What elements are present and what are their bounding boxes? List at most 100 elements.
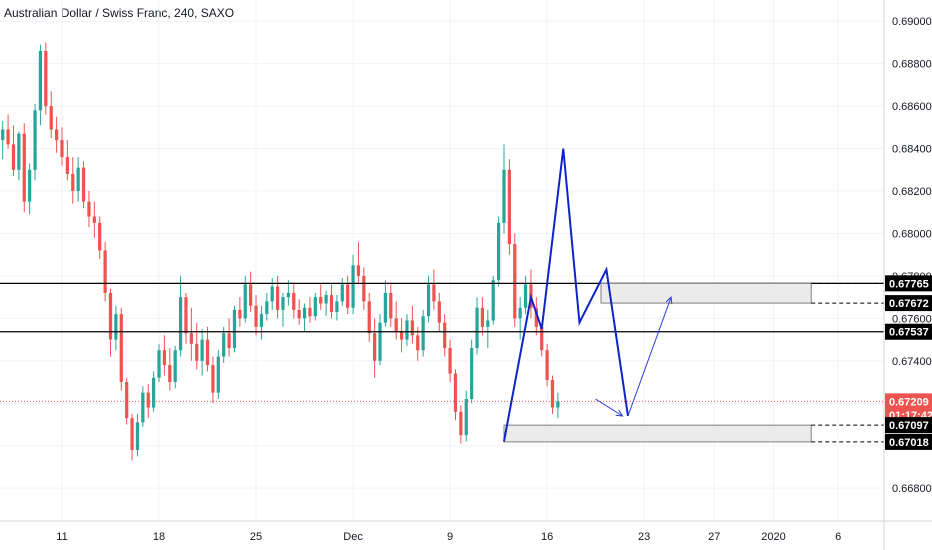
- y-tick-label: 0.68400: [892, 144, 932, 156]
- time-axis: 11 18 25 Dec 9 16 23 27 2020 6: [0, 520, 932, 543]
- x-tick-label: 2020: [761, 531, 785, 543]
- x-tick-label: 16: [541, 531, 553, 543]
- y-tick-label: 0.68600: [892, 101, 932, 113]
- candle-body: [168, 365, 172, 383]
- price-tag-label: 0.67209: [889, 396, 929, 408]
- arrow-head: [665, 296, 673, 305]
- price-tag: [885, 295, 932, 312]
- candle-body: [394, 318, 398, 332]
- candle-body: [324, 295, 328, 304]
- candle-body: [173, 350, 177, 383]
- candle-body: [152, 377, 156, 408]
- zones: [503, 282, 884, 443]
- candle-body: [453, 373, 458, 412]
- candle-body: [459, 411, 463, 436]
- candle-body: [437, 301, 441, 323]
- candle-body: [98, 222, 102, 251]
- candle-body: [545, 350, 549, 380]
- candle-body: [281, 297, 285, 310]
- price-tag-label: 0.67537: [889, 327, 929, 339]
- candle-body: [114, 314, 118, 340]
- candle-body: [49, 106, 53, 130]
- candle-body: [448, 348, 452, 374]
- candle-body: [254, 305, 258, 327]
- price-tag-label: 0.67765: [889, 278, 929, 290]
- candle-body: [410, 320, 414, 336]
- candle-body: [259, 314, 264, 327]
- x-tick-label: Dec: [343, 531, 363, 543]
- candle-body: [265, 301, 269, 315]
- candle-body: [373, 333, 377, 361]
- candle-body: [157, 350, 161, 378]
- price-tag-label: 0.67018: [889, 437, 929, 449]
- candle-body: [470, 348, 474, 400]
- y-tick-label: 0.69000: [892, 16, 932, 28]
- candle-body: [1, 129, 5, 141]
- candle-body: [189, 333, 193, 344]
- candle-body: [319, 297, 323, 304]
- price-tag: [885, 417, 932, 434]
- candle-body: [200, 339, 204, 361]
- price-tag: [885, 275, 932, 292]
- candle-body: [238, 309, 242, 319]
- candle-body: [378, 322, 382, 361]
- candle-body: [292, 292, 296, 310]
- candle-body: [340, 284, 344, 302]
- projection-arrow: [627, 296, 672, 417]
- candle-body: [103, 250, 107, 293]
- candle-body: [523, 284, 528, 308]
- candle-body: [329, 295, 334, 312]
- candle-body: [464, 399, 468, 436]
- candle-body: [108, 292, 113, 340]
- candle-body: [6, 129, 10, 145]
- x-tick-label: 9: [447, 531, 453, 543]
- x-tick-label: 23: [638, 531, 650, 543]
- candle-body: [405, 320, 409, 340]
- candle-body: [416, 335, 420, 351]
- candle-body: [28, 169, 32, 202]
- candle-body: [286, 292, 290, 298]
- y-tick-label: 0.67400: [892, 356, 932, 368]
- candle-body: [141, 392, 145, 423]
- candle-body: [383, 292, 388, 323]
- candle-body: [232, 309, 237, 349]
- candle-body: [71, 174, 75, 192]
- candle-body: [313, 297, 317, 317]
- candle-body: [550, 379, 555, 408]
- price-tag: [885, 433, 932, 450]
- candle-body: [119, 314, 123, 383]
- candle-body: [421, 316, 425, 351]
- projection-arrow: [595, 398, 623, 417]
- price-tags: 0.677650.676720.675370.6720901:17:420.67…: [885, 275, 932, 450]
- candle-body: [367, 301, 371, 334]
- candle-body: [38, 50, 43, 111]
- candle-body: [389, 292, 393, 319]
- x-tick-label: 6: [835, 531, 841, 543]
- price-tag-label: 0.67672: [889, 298, 929, 310]
- zone-box: [503, 424, 812, 443]
- candle-body: [146, 392, 150, 408]
- y-tick-label: 0.68200: [892, 186, 932, 198]
- candle-body: [17, 133, 21, 170]
- candle-body: [518, 307, 522, 319]
- candle-body: [308, 307, 312, 317]
- price-axis: 0.668000.670000.672000.674000.676000.678…: [883, 0, 932, 550]
- candle-body: [92, 216, 96, 223]
- candle-body: [227, 333, 231, 349]
- candle-body: [540, 326, 544, 351]
- candle-body: [162, 350, 167, 366]
- price-tag: [885, 323, 932, 340]
- candle-body: [54, 129, 59, 141]
- candle-body: [356, 265, 361, 276]
- candle-body: [426, 284, 431, 317]
- candle-body: [33, 110, 37, 170]
- candles: [1, 42, 560, 461]
- candle-body: [76, 167, 80, 192]
- pattern-path: [503, 148, 629, 442]
- candle-body: [399, 331, 404, 340]
- candle-body: [195, 343, 199, 361]
- candle-body: [65, 157, 69, 175]
- candle-body: [491, 280, 495, 321]
- candle-body: [22, 133, 26, 202]
